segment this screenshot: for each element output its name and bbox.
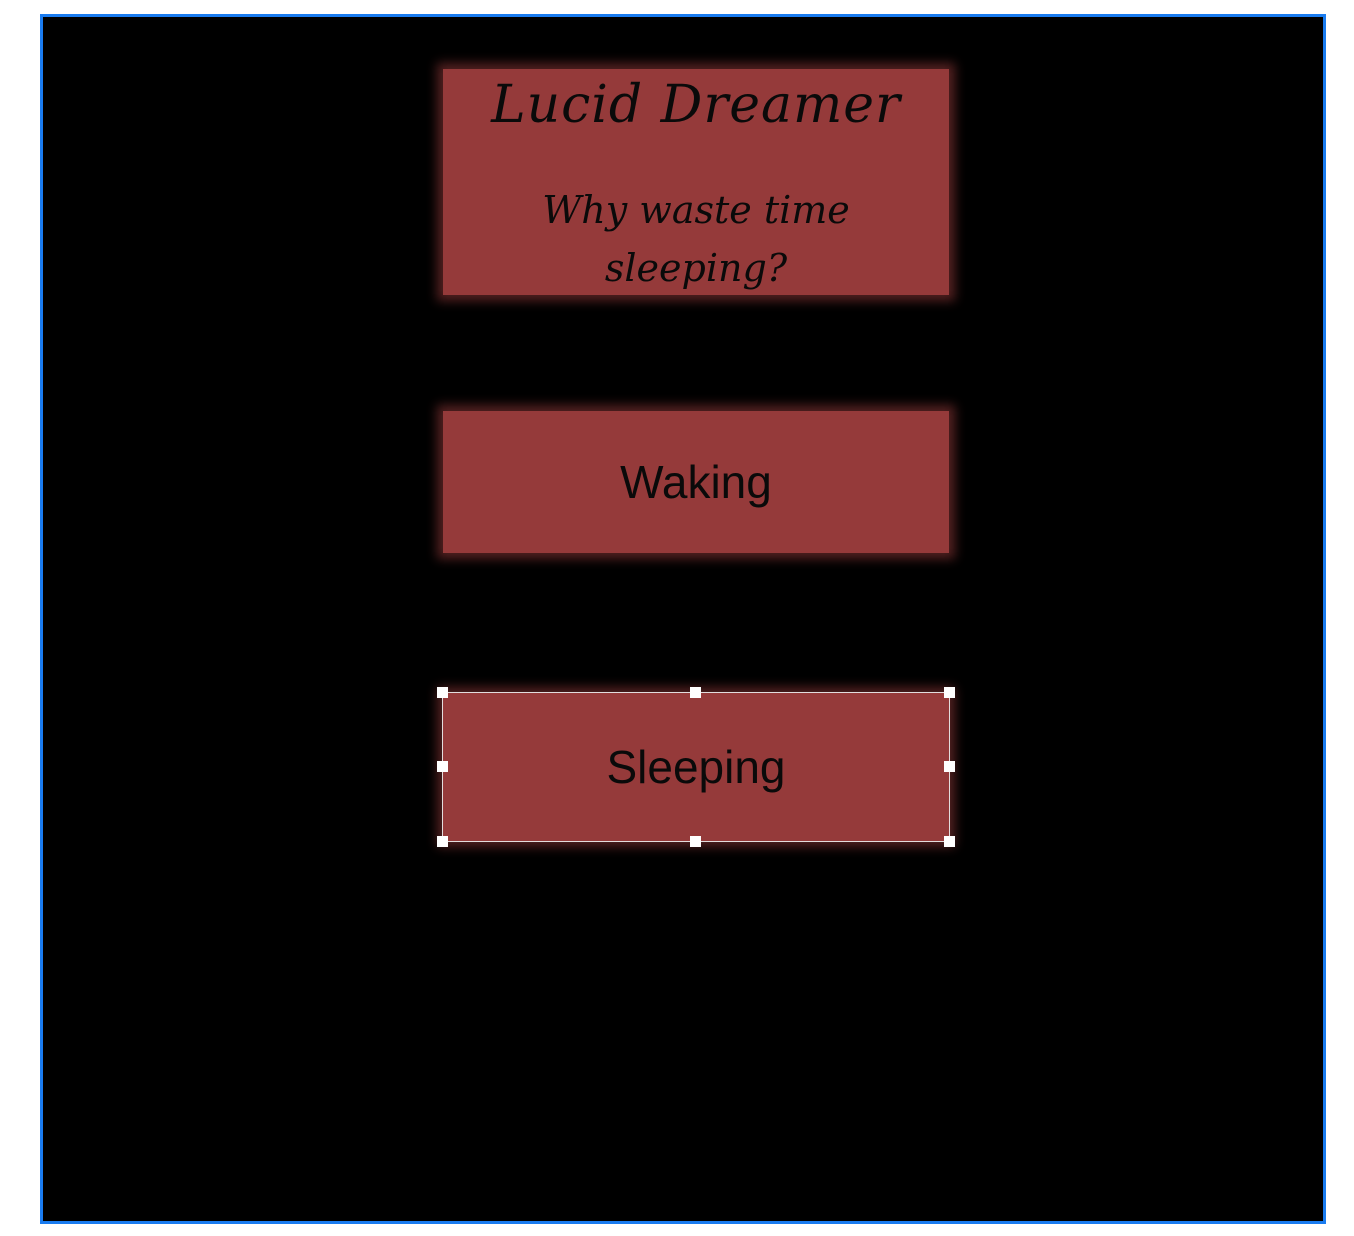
design-canvas[interactable]: Lucid Dreamer Why waste time sleeping? W… (40, 14, 1326, 1224)
sleeping-button[interactable]: Sleeping (443, 693, 949, 841)
title-card[interactable]: Lucid Dreamer Why waste time sleeping? (443, 69, 949, 295)
app-title: Lucid Dreamer (491, 75, 901, 135)
app-tagline: Why waste time sleeping? (542, 188, 850, 290)
waking-button-label: Waking (620, 456, 772, 508)
waking-button[interactable]: Waking (443, 411, 949, 553)
sleeping-button-label: Sleeping (606, 741, 786, 793)
